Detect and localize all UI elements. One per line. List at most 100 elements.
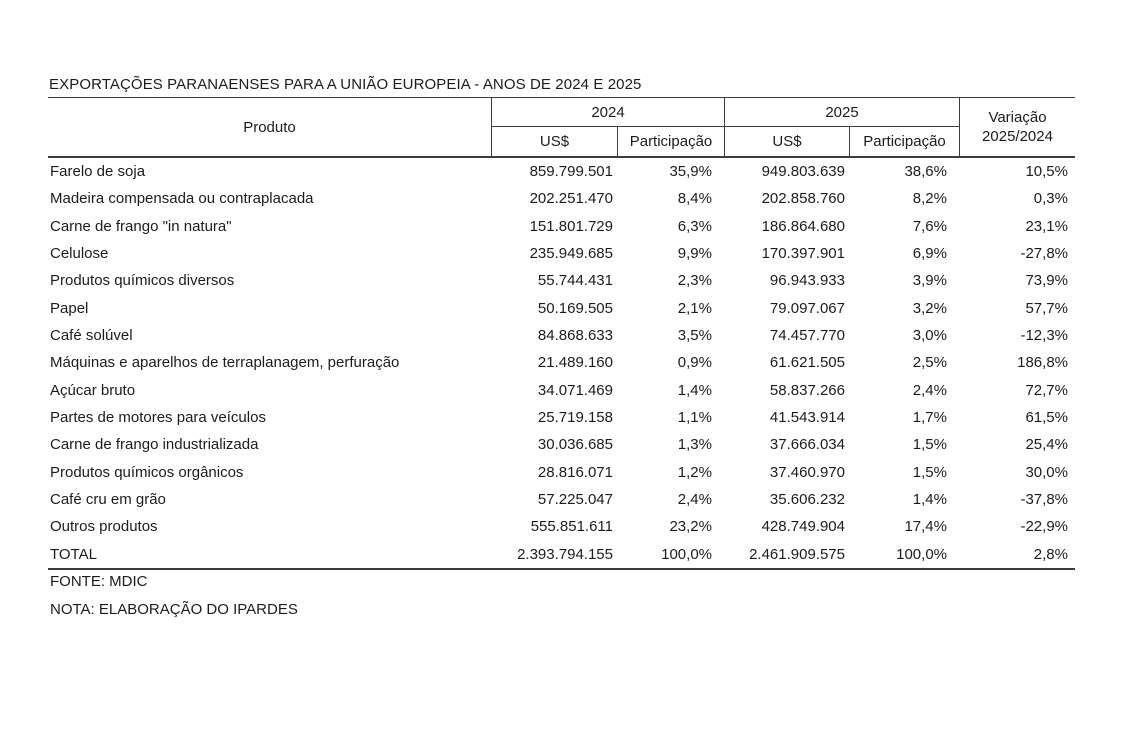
table-row: Madeira compensada ou contraplacada 202.… xyxy=(48,185,1075,212)
cell-usd-2024: 21.489.160 xyxy=(537,354,613,372)
table-row: Produtos químicos diversos 55.744.431 2,… xyxy=(48,267,1075,294)
cell-usd-2025: 949.803.639 xyxy=(761,163,845,181)
cell-usd-2024: 55.744.431 xyxy=(537,272,613,290)
cell-participacao-2024: 100,0% xyxy=(661,545,712,563)
cell-usd-2025: 61.621.505 xyxy=(769,354,845,372)
cell-usd-2024: 859.799.501 xyxy=(529,163,613,181)
cell-usd-2024: 28.816.071 xyxy=(537,463,613,481)
cell-participacao-2024: 8,4% xyxy=(677,190,712,208)
cell-usd-2024: 25.719.158 xyxy=(537,409,613,427)
cell-produto: Produtos químicos diversos xyxy=(50,272,235,290)
table-row: Café solúvel 84.868.633 3,5% 74.457.770 … xyxy=(48,322,1075,349)
cell-participacao-2025: 38,6% xyxy=(904,163,947,181)
cell-participacao-2025: 1,4% xyxy=(912,491,947,509)
cell-participacao-2024: 1,4% xyxy=(677,381,712,399)
column-header-participacao-2024: Participação xyxy=(618,127,725,156)
cell-participacao-2024: 1,3% xyxy=(677,436,712,454)
cell-usd-2024: 84.868.633 xyxy=(537,327,613,345)
table-row: Celulose 235.949.685 9,9% 170.397.901 6,… xyxy=(48,240,1075,267)
cell-participacao-2025: 3,9% xyxy=(912,272,947,290)
column-header-participacao-2025: Participação xyxy=(850,127,960,156)
cell-variacao: 25,4% xyxy=(1025,436,1068,454)
cell-produto: Máquinas e aparelhos de terraplanagem, p… xyxy=(50,354,400,372)
cell-participacao-2024: 6,3% xyxy=(677,217,712,235)
cell-variacao: 186,8% xyxy=(1017,354,1068,372)
cell-usd-2024: 57.225.047 xyxy=(537,491,613,509)
table-row: Café cru em grão 57.225.047 2,4% 35.606.… xyxy=(48,486,1075,513)
cell-participacao-2024: 2,3% xyxy=(677,272,712,290)
cell-variacao: 57,7% xyxy=(1025,299,1068,317)
cell-usd-2024: 2.393.794.155 xyxy=(517,545,613,563)
cell-variacao: -22,9% xyxy=(1020,518,1068,536)
cell-usd-2024: 235.949.685 xyxy=(529,245,613,263)
cell-usd-2025: 58.837.266 xyxy=(769,381,845,399)
cell-participacao-2025: 2,4% xyxy=(912,381,947,399)
cell-participacao-2025: 6,9% xyxy=(912,245,947,263)
cell-usd-2024: 34.071.469 xyxy=(537,381,613,399)
cell-usd-2025: 35.606.232 xyxy=(769,491,845,509)
cell-participacao-2025: 3,2% xyxy=(912,299,947,317)
cell-participacao-2024: 23,2% xyxy=(669,518,712,536)
cell-variacao: -37,8% xyxy=(1020,491,1068,509)
cell-participacao-2025: 1,7% xyxy=(912,409,947,427)
cell-participacao-2024: 2,4% xyxy=(677,491,712,509)
cell-participacao-2024: 35,9% xyxy=(669,163,712,181)
cell-produto: Celulose xyxy=(50,245,109,263)
cell-usd-2025: 79.097.067 xyxy=(769,299,845,317)
cell-produto: Café solúvel xyxy=(50,327,133,345)
cell-variacao: -27,8% xyxy=(1020,245,1068,263)
cell-usd-2024: 151.801.729 xyxy=(529,217,613,235)
variacao-label-line1: Variação xyxy=(988,109,1047,126)
cell-produto: Carne de frango "in natura" xyxy=(50,217,232,235)
cell-variacao: 23,1% xyxy=(1025,217,1068,235)
cell-participacao-2025: 7,6% xyxy=(912,217,947,235)
variacao-label-line2: 2025/2024 xyxy=(982,128,1053,145)
elaboration-note: NOTA: ELABORAÇÃO DO IPARDES xyxy=(50,601,298,618)
column-header-year-2025: 2025 xyxy=(725,98,960,127)
cell-participacao-2025: 3,0% xyxy=(912,327,947,345)
cell-usd-2025: 37.460.970 xyxy=(769,463,845,481)
cell-variacao: 61,5% xyxy=(1025,409,1068,427)
cell-usd-2025: 41.543.914 xyxy=(769,409,845,427)
cell-usd-2024: 202.251.470 xyxy=(529,190,613,208)
cell-usd-2025: 428.749.904 xyxy=(761,518,845,536)
cell-participacao-2024: 3,5% xyxy=(677,327,712,345)
cell-produto: TOTAL xyxy=(50,545,97,563)
table-row: Papel 50.169.505 2,1% 79.097.067 3,2% 57… xyxy=(48,295,1075,322)
cell-participacao-2024: 1,1% xyxy=(677,409,712,427)
cell-produto: Café cru em grão xyxy=(50,491,166,509)
cell-variacao: 72,7% xyxy=(1025,381,1068,399)
table-body: Farelo de soja 859.799.501 35,9% 949.803… xyxy=(48,158,1075,570)
cell-participacao-2024: 9,9% xyxy=(677,245,712,263)
cell-variacao: 2,8% xyxy=(1033,545,1068,563)
cell-produto: Outros produtos xyxy=(50,518,158,536)
column-header-produto: Produto xyxy=(48,98,492,156)
cell-participacao-2025: 1,5% xyxy=(912,436,947,454)
table-row: Outros produtos 555.851.611 23,2% 428.74… xyxy=(48,513,1075,540)
cell-usd-2024: 30.036.685 xyxy=(537,436,613,454)
cell-participacao-2024: 0,9% xyxy=(677,354,712,372)
table-header: Produto 2024 2025 Variação 2025/2024 US$… xyxy=(48,97,1075,158)
table-row: Carne de frango "in natura" 151.801.729 … xyxy=(48,213,1075,240)
cell-produto: Carne de frango industrializada xyxy=(50,436,259,454)
cell-variacao: 73,9% xyxy=(1025,272,1068,290)
cell-variacao: 30,0% xyxy=(1025,463,1068,481)
cell-usd-2025: 37.666.034 xyxy=(769,436,845,454)
cell-usd-2025: 202.858.760 xyxy=(761,190,845,208)
cell-usd-2024: 555.851.611 xyxy=(530,518,613,536)
cell-variacao: 0,3% xyxy=(1033,190,1068,208)
cell-participacao-2025: 8,2% xyxy=(912,190,947,208)
column-header-usd-2024: US$ xyxy=(492,127,618,156)
cell-produto: Partes de motores para veículos xyxy=(50,409,266,427)
table-row: Produtos químicos orgânicos 28.816.071 1… xyxy=(48,459,1075,486)
cell-usd-2025: 2.461.909.575 xyxy=(749,545,845,563)
exports-table: Produto 2024 2025 Variação 2025/2024 US$… xyxy=(48,97,1075,570)
cell-variacao: -12,3% xyxy=(1020,327,1068,345)
cell-produto: Produtos químicos orgânicos xyxy=(50,463,244,481)
cell-participacao-2025: 2,5% xyxy=(912,354,947,372)
cell-usd-2025: 170.397.901 xyxy=(761,245,845,263)
cell-participacao-2024: 2,1% xyxy=(677,299,712,317)
cell-participacao-2025: 1,5% xyxy=(912,463,947,481)
table-row: Carne de frango industrializada 30.036.6… xyxy=(48,431,1075,458)
column-header-variacao: Variação 2025/2024 xyxy=(960,98,1075,156)
